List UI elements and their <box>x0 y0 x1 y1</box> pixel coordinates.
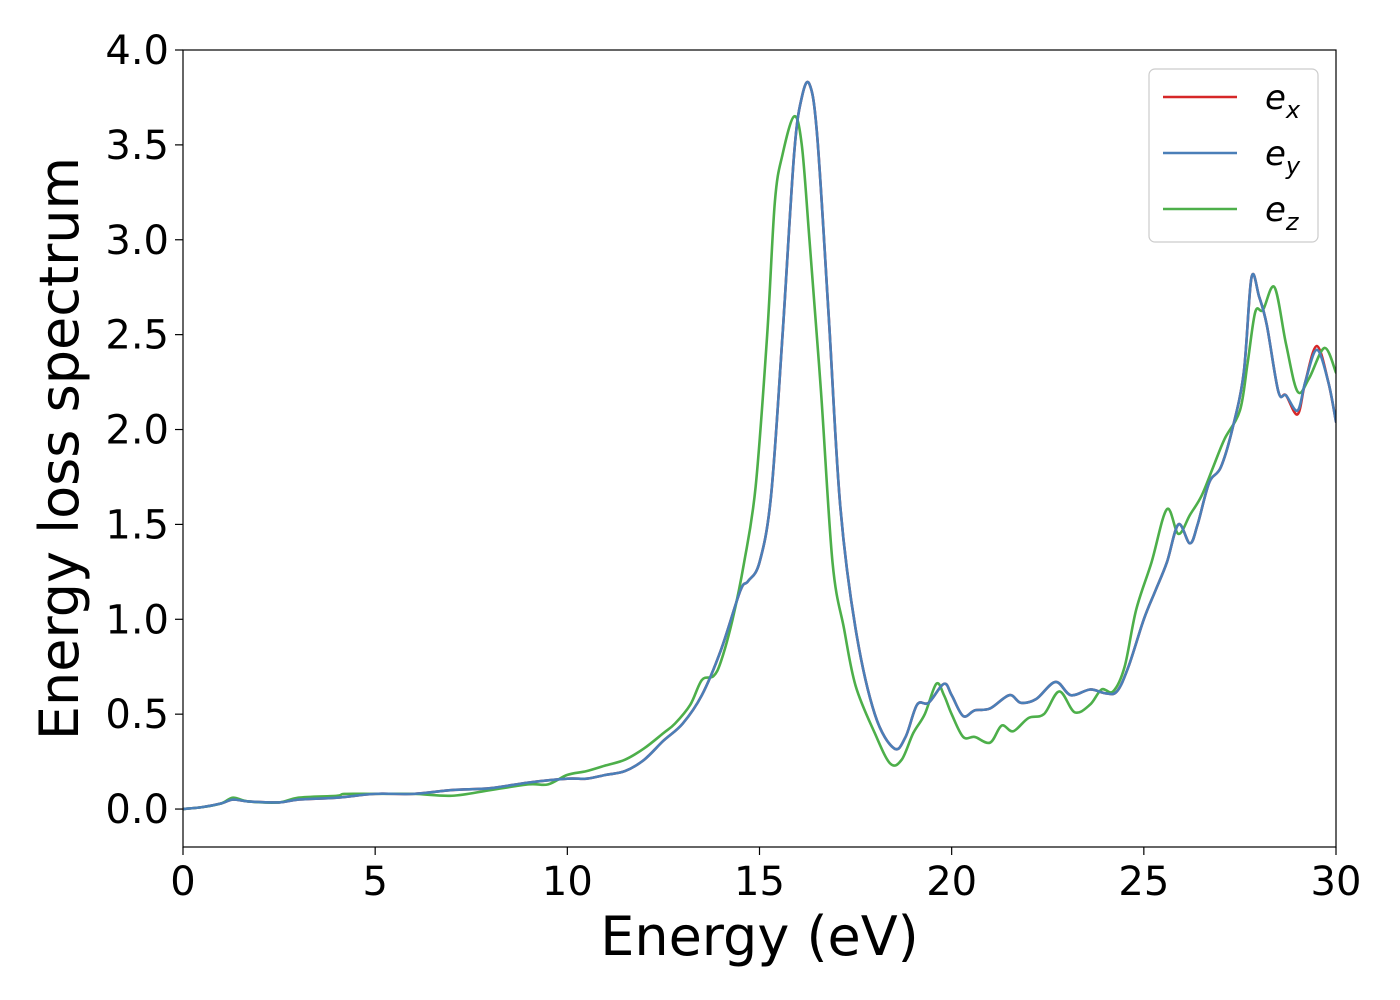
series-layer <box>183 80 1336 811</box>
y-axis-title: Energy loss spectrum <box>28 157 91 740</box>
x-tick-label: 5 <box>362 859 387 905</box>
x-tick-label: 0 <box>170 859 195 905</box>
legend-label-z: ez <box>1265 190 1300 236</box>
y-tick-label: 1.5 <box>105 502 169 548</box>
y-tick-label: 2.0 <box>105 408 169 454</box>
x-tick-label: 15 <box>734 859 785 905</box>
y-tick-label: 0.0 <box>105 787 169 833</box>
y-tick-label: 3.5 <box>105 123 169 169</box>
x-axis-title: Energy (eV) <box>600 905 919 968</box>
y-tick-label: 1.0 <box>105 597 169 643</box>
x-tick-label: 30 <box>1311 859 1362 905</box>
y-tick-label: 3.0 <box>105 218 169 264</box>
x-axis-ticks: 0 5 10 15 20 25 30 <box>170 847 1361 905</box>
y-axis-ticks: 0.0 0.5 1.0 1.5 2.0 2.5 3.0 3.5 4.0 <box>105 28 183 833</box>
legend-label-x: ex <box>1265 78 1301 124</box>
y-tick-label: 2.5 <box>105 313 169 359</box>
legend-box <box>1148 68 1319 243</box>
legend: ex ey ez <box>1148 68 1319 243</box>
legend-label-y: ey <box>1265 134 1301 180</box>
x-tick-label: 25 <box>1118 859 1169 905</box>
x-tick-label: 10 <box>542 859 593 905</box>
series-line-z <box>183 115 1336 811</box>
y-tick-label: 0.5 <box>105 692 169 738</box>
y-tick-label: 4.0 <box>105 28 169 74</box>
series-line-y <box>183 80 1336 811</box>
x-tick-label: 20 <box>926 859 977 905</box>
